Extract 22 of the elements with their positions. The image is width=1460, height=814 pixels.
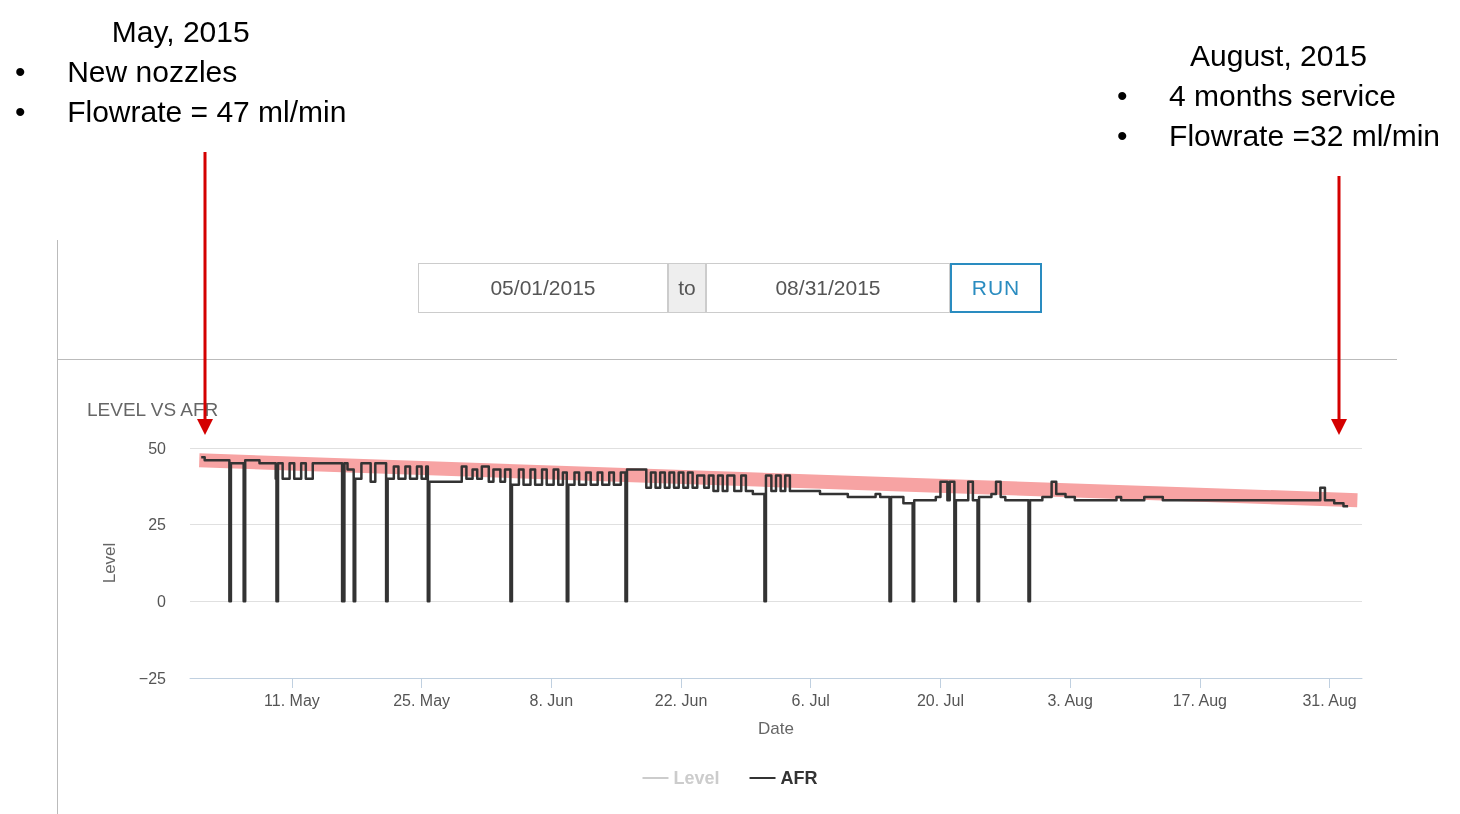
x-tick-label: 20. Jul [916,691,965,709]
x-tick-label: 25. May [393,691,451,709]
x-tick-label: 6. Jul [791,691,830,709]
y-tick-label: 50 [148,439,167,457]
text: May, 2015 • New nozzles • Flowrate = 47 ml/min [15,14,347,130]
y-tick-label: −25 [138,669,167,687]
text: 05/01/2015 [418,263,668,313]
y-axis-title: Level [100,542,119,584]
x-tick-label: 11. May [264,691,320,709]
x-tick-label: 22. Jun [654,691,708,709]
x-tick-label: 3. Aug [1047,691,1093,709]
text: RUN [950,263,1042,313]
y-tick-label: 25 [148,516,167,534]
x-tick-label: 31. Aug [1302,691,1357,709]
legend-label: AFR [780,768,818,788]
text: to [668,263,706,313]
text: August, 2015 • 4 months service • Flowrate =32 ml/min [1116,38,1440,154]
x-axis-title: Date [758,719,794,738]
y-tick-label: 0 [157,592,167,610]
text: 08/31/2015 [706,263,950,313]
x-tick-label: 8. Jun [529,691,574,709]
x-tick-label: 17. Aug [1172,691,1228,709]
